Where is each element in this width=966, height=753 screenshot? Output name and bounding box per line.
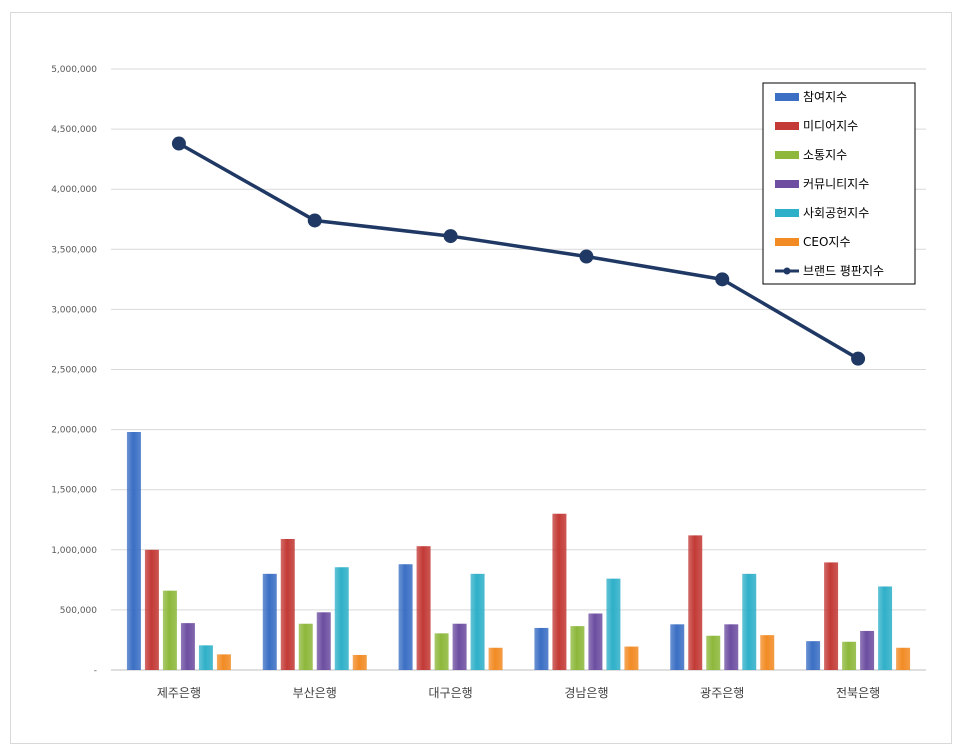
bar — [688, 535, 703, 670]
bar — [216, 654, 231, 670]
bar — [416, 546, 431, 670]
bar — [878, 586, 893, 670]
x-category-label: 제주은행 — [157, 685, 201, 700]
bar — [896, 647, 911, 670]
y-tick-label: 1,000,000 — [51, 546, 97, 556]
bar — [280, 538, 295, 670]
y-tick-label: 500,000 — [60, 606, 97, 616]
bar — [398, 564, 413, 670]
legend-swatch — [775, 238, 799, 246]
bar — [144, 549, 159, 670]
x-category-label: 대구은행 — [428, 685, 472, 700]
line-point — [579, 249, 594, 264]
bar — [842, 641, 857, 670]
bar — [624, 646, 639, 670]
line-point — [443, 229, 458, 244]
x-category-label: 전북은행 — [836, 685, 880, 700]
bar — [670, 624, 685, 670]
bar — [452, 623, 467, 670]
legend-swatch-marker — [783, 267, 791, 275]
legend-swatch — [775, 180, 799, 188]
legend-swatch — [775, 209, 799, 217]
legend-label: 브랜드 평판지수 — [803, 264, 884, 278]
line-series — [171, 136, 866, 366]
bar — [760, 635, 775, 670]
bar — [198, 645, 213, 670]
bar — [742, 573, 757, 670]
x-category-label: 부산은행 — [293, 685, 337, 700]
bar — [352, 654, 367, 670]
bar — [162, 590, 177, 670]
bar — [262, 573, 277, 670]
x-category-label: 경남은행 — [564, 685, 608, 700]
series-line — [178, 142, 859, 361]
bar — [606, 578, 621, 670]
bar — [552, 513, 567, 670]
x-category-label: 광주은행 — [700, 685, 744, 700]
legend-label: 참여지수 — [803, 90, 847, 104]
legend-swatch — [775, 151, 799, 159]
y-tick-label: 4,000,000 — [51, 185, 97, 195]
legend-swatch — [775, 93, 799, 101]
bar — [488, 647, 503, 670]
y-tick-label: 1,500,000 — [51, 486, 97, 496]
legend-swatch — [775, 122, 799, 130]
y-tick-label: 2,000,000 — [51, 426, 97, 436]
bar — [180, 623, 195, 670]
bar — [298, 623, 313, 670]
bar — [706, 635, 721, 670]
bar — [824, 562, 839, 670]
bar — [860, 630, 875, 670]
bar — [534, 627, 549, 670]
line-point — [171, 136, 186, 151]
chart: - 500,000 1,000,000 1,500,000 2,000,000 2,500… — [51, 65, 926, 700]
x-axis: 제주은행 부산은행 대구은행 경남은행 광주은행 전북은행 — [157, 685, 880, 700]
bar — [126, 432, 141, 670]
bar — [316, 612, 331, 670]
line-point — [715, 272, 730, 287]
y-tick-label: 2,500,000 — [51, 366, 97, 376]
bar — [434, 633, 449, 670]
legend-label: 소통지수 — [803, 148, 847, 162]
legend-label: 미디어지수 — [803, 119, 858, 133]
y-tick-label: - — [94, 666, 97, 676]
bar — [570, 626, 585, 670]
legend-label: CEO지수 — [803, 235, 851, 249]
line-point — [307, 213, 322, 228]
legend-label: 커뮤니티지수 — [803, 177, 869, 191]
bars — [126, 432, 911, 670]
y-tick-label: 5,000,000 — [51, 65, 97, 75]
y-tick-label: 3,000,000 — [51, 305, 97, 315]
bar — [334, 567, 349, 670]
y-tick-label: 4,500,000 — [51, 125, 97, 135]
line-point — [851, 351, 866, 366]
bar — [470, 573, 485, 670]
y-axis: - 500,000 1,000,000 1,500,000 2,000,000 2,500… — [51, 65, 97, 676]
bar — [806, 641, 821, 670]
bar — [588, 613, 603, 670]
y-tick-label: 3,500,000 — [51, 245, 97, 255]
legend-label: 사회공헌지수 — [803, 206, 869, 220]
chart-frame: - 500,000 1,000,000 1,500,000 2,000,000 2,500… — [10, 12, 952, 744]
bar — [724, 624, 739, 670]
